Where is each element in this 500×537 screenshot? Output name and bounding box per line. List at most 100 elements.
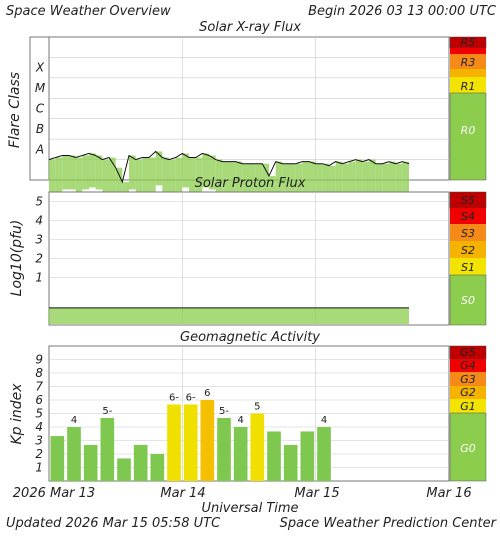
kp-bar-label: 6- [186,392,196,403]
proton-plot: 5 4 3 2 1 Log10(pfu) S5 S4 S3 S2 S1 S0 [9,191,487,326]
proton-ylabel: Log10(pfu) [9,220,25,297]
proton-y-tick: 4 [35,214,43,228]
kp-bar-label: 6- [169,392,179,403]
xray-fill-segment [349,161,356,196]
scale-r3-label: R3 [461,56,476,69]
scale-r0-box [449,92,487,181]
xray-fill-segment [102,159,109,194]
proton-title: Solar Proton Flux [195,176,306,191]
scale-g3-box [450,372,486,386]
xray-fill-segment [355,159,363,194]
scale-g0-label: G0 [460,442,476,455]
scale-g1-box [450,399,486,413]
xray-fill-segment [362,161,369,196]
kp-bar-label: 4 [321,415,327,426]
proton-fill-area [49,307,409,324]
footer-updated: Updated 2026 Mar 15 05:58 UTC [6,516,221,531]
scale-s2-label: S2 [461,244,475,257]
xray-fill-segment [249,163,256,198]
xray-fill-segment [215,159,223,194]
scale-g4-label: G4 [460,359,476,372]
xray-fill-segment [342,163,349,198]
xray-fill-segment [329,165,336,200]
scale-r0-label: R0 [461,124,476,137]
proton-y-tick: 2 [35,252,43,266]
kp-y-tick: 3 [35,434,43,448]
scale-s5-label: S5 [461,194,475,207]
header-begin: Begin 2026 03 13 00:00 UTC [308,4,497,19]
xray-ylabel: Flare Class [7,72,23,148]
xray-fill-segment [162,157,169,192]
scale-r3-box [450,54,486,69]
xray-fill-segment [202,153,209,188]
xray-fill-segment [282,163,289,198]
xray-fill-segment [302,161,309,196]
kp-bar [250,413,265,481]
scale-r5-label: R5 [461,36,476,49]
scale-s0-label: S0 [461,294,475,307]
xray-fill-segment [55,157,63,192]
kp-gridlines [49,346,449,481]
xray-fill-segment [89,153,96,188]
xray-flux-line [48,150,410,184]
scale-s0-box [449,274,487,326]
scale-s3-label: S3 [461,227,475,240]
proton-y-tick: 5 [35,195,43,209]
xray-fill-segment [229,161,236,196]
scale-r1-label: R1 [461,80,476,93]
xray-fill-segment [69,155,76,190]
kp-bar [283,444,298,481]
kp-bar [167,404,181,481]
scale-g3-label: G3 [460,373,476,386]
header-title: Space Weather Overview [6,4,171,19]
xray-fill-segment [95,155,103,190]
xray-fill-segment [295,163,303,198]
xray-fill-segment [149,157,156,192]
scale-s4-label: S4 [461,210,475,223]
kp-bar [150,454,165,481]
xray-fill-segment [49,159,56,194]
xray-fill-segment [375,163,383,198]
xray-fill-segment [75,157,83,192]
kp-y-tick: 8 [35,366,43,380]
xray-fill-segment [315,163,323,198]
xray-fill-segment [289,163,296,198]
xray-fill-segment [115,167,123,202]
xray-fill-segment [62,155,69,190]
xray-fill-segment [129,155,136,190]
xray-fill-segment [322,163,329,198]
x-tick-mar16: Mar 16 [426,486,471,501]
kp-y-tick: 7 [35,380,43,394]
kp-y-tick: 4 [35,420,43,434]
xray-flux-fill [49,151,409,217]
kp-bar [183,404,198,481]
proton-gridlines [49,192,449,325]
kp-y-tick: 6 [35,393,43,407]
x-axis-label: Universal Time [201,501,298,516]
scale-g2-label: G2 [460,386,476,399]
xray-fill-segment [209,155,216,190]
scale-s4-box [450,208,486,224]
xray-fill-segment [235,161,243,196]
xray-class-label: A [35,142,44,156]
xray-fill-segment [402,161,409,196]
proton-flux-fill [49,307,409,324]
kp-y-tick: 2 [35,447,43,461]
xray-class-label: C [36,102,45,116]
kp-bar [50,436,65,481]
kp-bar [133,444,148,481]
kp-bar-label: 4 [237,415,243,426]
xray-fill-segment [309,161,316,196]
footer-credit: Space Weather Prediction Center [280,516,498,531]
kp-bar-label: 6 [204,388,210,399]
xray-fill-segment [242,163,249,198]
kp-bar-labels: 45-6- 6- 65-454 [71,388,327,426]
xray-fill-segment [255,163,263,198]
kp-bar [233,427,248,481]
kp-bar [67,427,81,481]
kp-bar [300,431,315,481]
